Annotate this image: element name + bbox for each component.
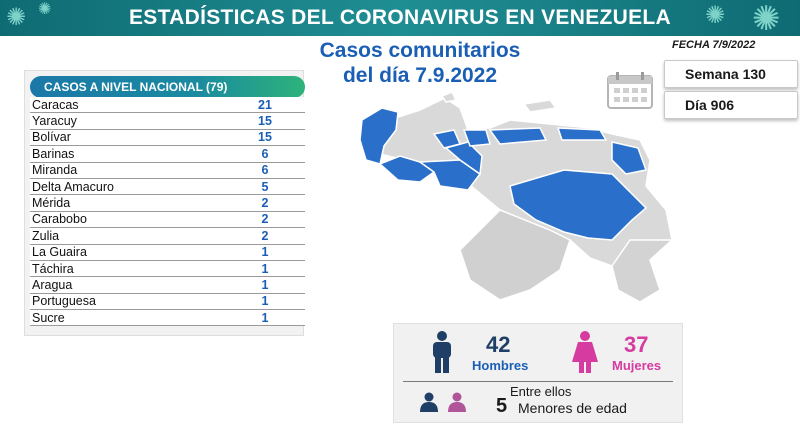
report-date: FECHA 7/9/2022 [672, 39, 756, 51]
mujeres-count: 37 [624, 332, 649, 357]
cases-table: Caracas 21 Yaracuy 15 Bolívar 15 Barinas 6 Miran… [30, 97, 305, 327]
entre-ellos-label: Entre ellos [510, 384, 572, 399]
state-name: Aragua [32, 277, 73, 292]
state-case-count: 1 [261, 277, 269, 292]
map-state-zulia [359, 107, 399, 165]
man-icon [433, 331, 451, 373]
man-icon [420, 392, 438, 412]
state-name: Yaracuy [32, 114, 77, 129]
table-row: Carabobo 2 [30, 211, 305, 229]
venezuela-map [359, 91, 674, 303]
map-state-base [459, 209, 571, 301]
page-title: ESTADÍSTICAS DEL CORONAVIRUS EN VENEZUEL… [128, 6, 672, 29]
state-case-count: 2 [261, 212, 269, 227]
hombres-count: 42 [486, 332, 511, 357]
report-subtitle: Casos comunitarios del día 7.9.2022 [270, 38, 570, 88]
subtitle-line-1: Casos comunitarios [319, 39, 521, 62]
woman-icon [448, 392, 466, 412]
table-row: Caracas 21 [30, 97, 305, 114]
table-row: Aragua 1 [30, 277, 305, 294]
map-island [522, 99, 558, 113]
map-state-yaracuy [432, 129, 462, 149]
state-case-count: 6 [261, 163, 269, 178]
state-name: Sucre [32, 310, 65, 325]
cases-table-title: CASOS A NIVEL NACIONAL (79) [44, 80, 228, 94]
state-case-count: 15 [258, 114, 272, 129]
map-state-base [611, 239, 674, 303]
state-name: Táchira [32, 261, 74, 276]
virus-icon: ✺ [38, 1, 52, 18]
table-row: Portuguesa 1 [30, 293, 305, 311]
state-case-count: 1 [261, 261, 269, 276]
gender-divider [403, 381, 673, 382]
page-header: ESTADÍSTICAS DEL CORONAVIRUS EN VENEZUEL… [0, 0, 800, 36]
woman-icon [572, 331, 598, 373]
map-state-carabobo [462, 129, 491, 147]
dia-label: Día 906 [685, 97, 735, 113]
state-name: Carabobo [32, 212, 87, 227]
state-case-count: 1 [261, 294, 269, 309]
state-case-count: 1 [261, 245, 269, 260]
state-name: Delta Amacuro [32, 179, 114, 194]
mujeres-label: Mujeres [612, 358, 662, 373]
table-row: Bolívar 15 [30, 129, 305, 147]
table-row: Delta Amacuro 5 [30, 178, 305, 196]
virus-icon: ✺ [6, 4, 27, 31]
map-state-sucre [556, 127, 608, 141]
virus-icon: ✺ [752, 0, 781, 38]
table-row: Mérida 2 [30, 195, 305, 212]
cases-table-header: CASOS A NIVEL NACIONAL (79) [30, 76, 305, 98]
map-island [440, 91, 458, 103]
semana-label: Semana 130 [685, 66, 766, 82]
state-name: Mérida [32, 196, 71, 211]
subtitle-line-2: del día 7.9.2022 [342, 64, 498, 87]
dia-badge: Día 906 [664, 91, 798, 119]
state-name: Miranda [32, 163, 78, 178]
state-name: La Guaira [32, 245, 87, 260]
table-row: Sucre 1 [30, 310, 305, 327]
state-name: Caracas [32, 97, 79, 112]
state-case-count: 1 [261, 310, 269, 325]
map-state-aragua-miranda [488, 127, 548, 145]
map-state-portuguesa [444, 141, 483, 176]
map-state-delta-amacuro [611, 141, 648, 175]
table-row: Barinas 6 [30, 146, 305, 163]
state-case-count: 15 [258, 130, 272, 145]
calendar-icon [607, 72, 653, 109]
table-row: Táchira 1 [30, 260, 305, 278]
menores-label: Menores de edad [518, 400, 627, 416]
hombres-label: Hombres [472, 358, 529, 373]
state-case-count: 5 [261, 179, 269, 194]
state-name: Portuguesa [32, 294, 96, 309]
state-name: Barinas [32, 146, 75, 161]
virus-icon: ✺ [705, 2, 726, 29]
map-state-bolivar [509, 169, 648, 241]
table-row: Yaracuy 15 [30, 113, 305, 130]
state-case-count: 21 [258, 97, 272, 112]
table-row: Zulia 2 [30, 228, 305, 245]
semana-badge: Semana 130 [664, 60, 798, 88]
table-row: Miranda 6 [30, 162, 305, 179]
state-case-count: 6 [261, 146, 269, 161]
table-row: La Guaira 1 [30, 244, 305, 261]
state-name: Bolívar [32, 130, 71, 145]
menores-count: 5 [496, 395, 508, 417]
state-case-count: 2 [261, 228, 269, 243]
state-name: Zulia [32, 228, 60, 243]
state-case-count: 2 [261, 196, 269, 211]
